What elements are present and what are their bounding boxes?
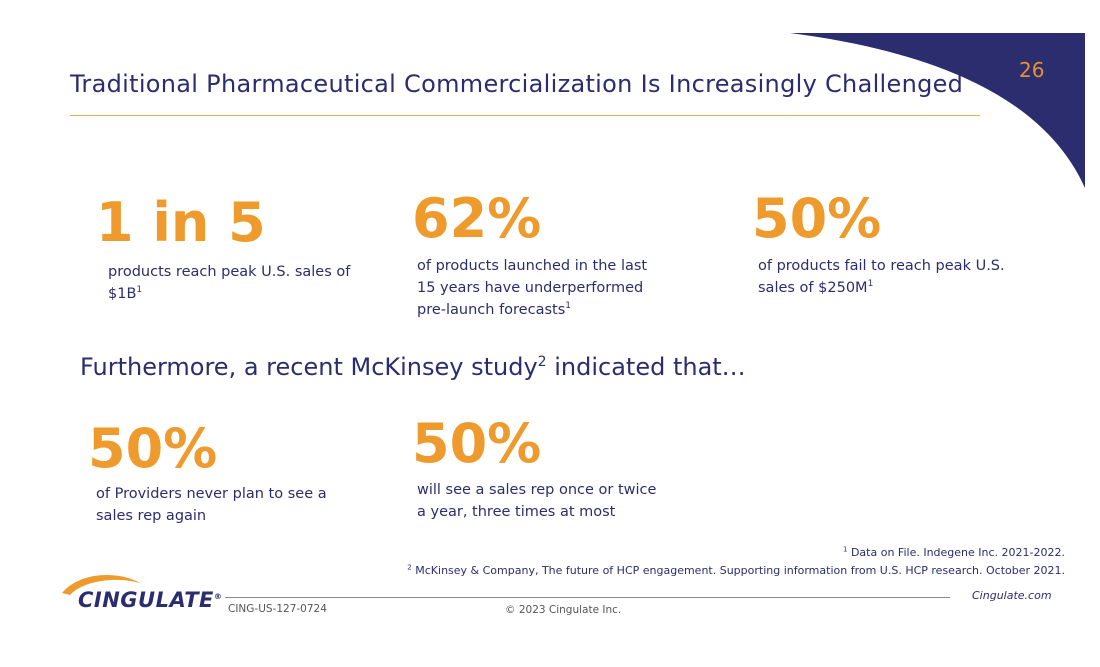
stat-value-5: 50% [412,412,542,475]
cingulate-logo: CINGULATE® [78,588,223,612]
stat-desc-1: products reach peak U.S. sales of $1B1 [108,264,351,302]
stat-value-3: 50% [752,187,882,250]
copyright-notice: © 2023 Cingulate Inc. [505,604,622,616]
slide-title: Traditional Pharmaceutical Commercializa… [70,70,964,98]
footnote-2: 2 McKinsey & Company, The future of HCP … [407,563,1065,577]
page-number: 26 [1019,58,1045,82]
stat-desc-2: of products launched in the last 15 year… [417,258,648,318]
title-divider [70,115,980,116]
document-code: CING-US-127-0724 [228,603,327,615]
footnote-1: 1 Data on File. Indegene Inc. 2021-2022. [843,545,1065,559]
stat-value-1: 1 in 5 [96,191,266,254]
stat-value-4: 50% [88,417,218,480]
stat-desc-3: of products fail to reach peak U.S. sale… [758,258,1005,296]
website-link[interactable]: Cingulate.com [972,589,1052,602]
section-subheading: Furthermore, a recent McKinsey study2 in… [80,353,746,381]
stat-desc-4: of Providers never plan to see a sales r… [96,486,327,524]
cingulate-logo-swoosh-icon [62,574,140,595]
stat-desc-5: will see a sales rep once or twice a yea… [417,482,657,520]
stat-value-2: 62% [412,187,542,250]
footer-divider [225,597,950,598]
